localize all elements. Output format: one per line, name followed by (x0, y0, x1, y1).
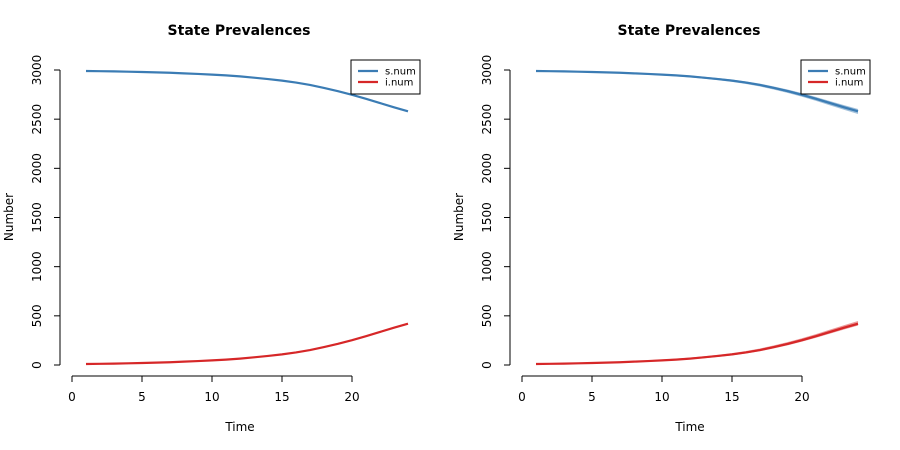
chart-panel-1: State Prevalences 0 5 10 15 20 0 500 1000 1500 200… (2, 23, 421, 434)
y-tick-label: 500 (480, 304, 494, 327)
x-tick-label: 10 (204, 390, 219, 404)
legend-box (350, 59, 421, 95)
legend-entry-label: i.num (835, 78, 863, 89)
legend-entry-label: i.num (385, 78, 413, 89)
y-axis-label: Number (2, 193, 16, 241)
y-tick-label: 2500 (30, 104, 44, 135)
series-line-s-num (85, 69, 409, 113)
x-tick-label: 15 (274, 390, 289, 404)
series-line-i-num (535, 322, 859, 366)
x-tick-label: 15 (724, 390, 739, 404)
legend-entry-label: s.num (385, 67, 416, 78)
series-line-i-num (85, 322, 409, 366)
legend-entry-label: s.num (835, 67, 866, 78)
x-tick-label: 5 (138, 390, 146, 404)
legend-box (800, 59, 871, 95)
chart-title: State Prevalences (618, 23, 761, 39)
y-tick-label: 1000 (30, 251, 44, 282)
y-tick-label: 500 (30, 304, 44, 327)
x-axis-label: Time (674, 420, 704, 434)
y-tick-label: 1000 (480, 251, 494, 282)
x-tick-label: 5 (588, 390, 596, 404)
chart-title: State Prevalences (168, 23, 311, 39)
y-tick-label: 0 (480, 361, 494, 369)
y-tick-label: 2500 (480, 104, 494, 135)
x-tick-label: 0 (518, 390, 526, 404)
y-tick-label: 0 (30, 361, 44, 369)
series-line-s-num (535, 69, 859, 113)
y-tick-label: 2000 (30, 153, 44, 184)
x-tick-label: 10 (654, 390, 669, 404)
y-tick-label: 3000 (30, 55, 44, 86)
y-axis-label: Number (452, 193, 466, 241)
x-tick-label: 20 (794, 390, 809, 404)
y-tick-label: 1500 (30, 202, 44, 233)
chart-panel-2: State Prevalences 0 5 10 15 20 0 500 1000 1500 200… (452, 23, 871, 434)
x-axis-label: Time (224, 420, 254, 434)
x-tick-label: 20 (344, 390, 359, 404)
x-tick-label: 0 (68, 390, 76, 404)
y-tick-label: 3000 (480, 55, 494, 86)
y-tick-label: 2000 (480, 153, 494, 184)
y-tick-label: 1500 (480, 202, 494, 233)
